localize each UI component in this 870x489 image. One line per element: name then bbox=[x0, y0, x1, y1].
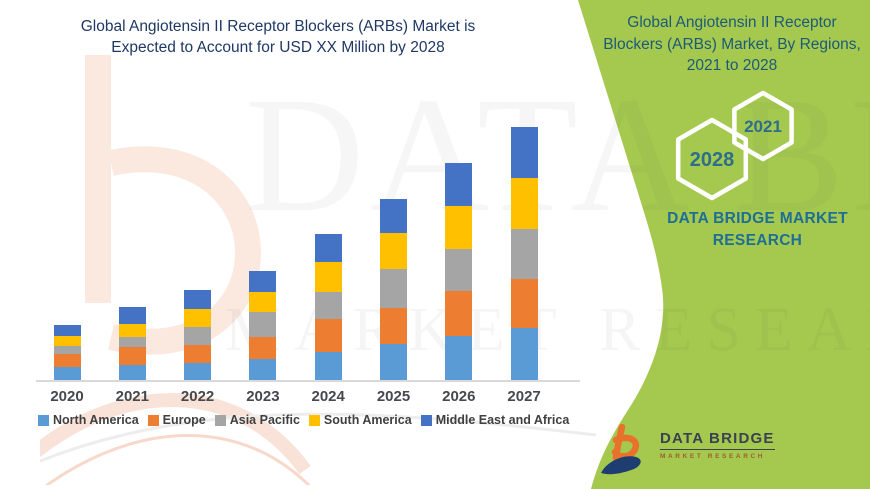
legend-item-europe: Europe bbox=[147, 413, 206, 427]
bar-segment-north-america bbox=[314, 352, 342, 380]
bar-segment-north-america bbox=[249, 359, 277, 380]
x-axis-labels: 2020 2021 2022 2023 2024 2025 2026 2027 bbox=[0, 388, 870, 408]
bar-segment-middle-east-and-africa bbox=[380, 199, 407, 233]
x-axis-label-2025: 2025 bbox=[376, 388, 411, 405]
legend-label: North America bbox=[53, 413, 139, 427]
bar-segment-south-america bbox=[380, 233, 407, 269]
bar-segment-asia-pacific bbox=[510, 229, 538, 279]
x-axis-label-2023: 2023 bbox=[246, 388, 280, 405]
x-axis-label-2020: 2020 bbox=[50, 388, 84, 405]
legend-label: Europe bbox=[162, 413, 206, 427]
bar-segment-europe bbox=[184, 345, 212, 363]
bar-segment-south-america bbox=[53, 336, 81, 346]
bar-segment-europe bbox=[53, 354, 81, 367]
bar-segment-asia-pacific bbox=[445, 249, 473, 291]
bar-segment-asia-pacific bbox=[314, 292, 342, 319]
bar-segment-south-america bbox=[118, 324, 146, 337]
bar-segment-south-america bbox=[510, 178, 538, 229]
bar-segment-middle-east-and-africa bbox=[510, 127, 538, 178]
legend-label: Asia Pacific bbox=[229, 413, 300, 427]
bar-segment-middle-east-and-africa bbox=[118, 307, 146, 324]
chart-title-line2: Expected to Account for USD XX Million b… bbox=[111, 39, 445, 56]
brand-text: DATA BRIDGE MARKET RESEARCH bbox=[640, 208, 870, 252]
bar-segment-north-america bbox=[445, 336, 473, 380]
bar-segment-south-america bbox=[184, 309, 212, 327]
bar-segment-asia-pacific bbox=[380, 269, 407, 308]
bar-segment-north-america bbox=[510, 328, 538, 380]
chart-title: Global Angiotensin II Receptor Blockers … bbox=[40, 16, 516, 58]
bar-segment-south-america bbox=[445, 206, 473, 249]
bar-segment-europe bbox=[510, 279, 538, 328]
x-axis-label-2021: 2021 bbox=[115, 388, 149, 405]
panel-title-line2: Blockers (ARBs) Market, By Regions, bbox=[603, 35, 861, 53]
bar-segment-asia-pacific bbox=[184, 327, 212, 345]
bar-group-2023 bbox=[249, 271, 277, 380]
bar-segment-north-america bbox=[380, 344, 407, 380]
bar-group-2022 bbox=[184, 290, 212, 380]
company-logo-name: DATA BRIDGE bbox=[660, 430, 775, 450]
panel-title: Global Angiotensin II Receptor Blockers … bbox=[598, 12, 866, 77]
bar-segment-asia-pacific bbox=[249, 312, 277, 337]
legend-item-asia-pacific: Asia Pacific bbox=[214, 413, 300, 427]
bar-segment-europe bbox=[249, 337, 277, 359]
legend-item-north-america: North America bbox=[38, 413, 139, 427]
x-axis-line bbox=[36, 380, 580, 382]
bar-segment-middle-east-and-africa bbox=[184, 290, 212, 309]
chart-title-line1: Global Angiotensin II Receptor Blockers … bbox=[80, 18, 476, 35]
bar-segment-south-america bbox=[249, 292, 277, 312]
bar-segment-asia-pacific bbox=[118, 337, 146, 347]
hexagon-2028-label: 2028 bbox=[690, 149, 735, 171]
bar-segment-south-america bbox=[314, 262, 342, 292]
bar-segment-north-america bbox=[184, 363, 212, 380]
x-axis-label-2027: 2027 bbox=[507, 388, 541, 405]
bar-segment-north-america bbox=[53, 367, 81, 380]
bar-group-2025 bbox=[380, 199, 407, 380]
bar-segment-europe bbox=[445, 291, 473, 336]
x-axis-label-2026: 2026 bbox=[442, 388, 476, 405]
bar-segment-europe bbox=[380, 308, 407, 344]
legend-swatch bbox=[308, 414, 320, 426]
legend-swatch bbox=[38, 414, 49, 426]
background-logo-watermark bbox=[40, 55, 597, 485]
plot-area bbox=[36, 98, 582, 380]
legend-swatch bbox=[147, 414, 159, 426]
bar-segment-middle-east-and-africa bbox=[249, 271, 277, 292]
legend-item-south-america: South America bbox=[308, 413, 412, 427]
company-logo: DATA BRIDGE MARKET RESEARCH bbox=[598, 424, 775, 478]
chart-legend: North America Europe Asia Pacific South Ame… bbox=[38, 413, 569, 427]
company-logo-icon bbox=[601, 424, 641, 475]
legend-item-middle-east-and-africa: Middle East and Africa bbox=[420, 413, 570, 427]
bar-group-2024 bbox=[314, 234, 342, 380]
panel-title-line3: 2021 to 2028 bbox=[686, 57, 778, 74]
bar-segment-asia-pacific bbox=[53, 346, 81, 354]
year-hexagons: 2028 2021 bbox=[675, 90, 794, 201]
bar-group-2027 bbox=[510, 127, 538, 380]
legend-label: South America bbox=[323, 413, 412, 427]
x-axis-label-2022: 2022 bbox=[180, 388, 215, 405]
brand-text-line1: DATA BRIDGE MARKET bbox=[667, 210, 848, 227]
company-logo-subtitle: MARKET RESEARCH bbox=[660, 453, 766, 460]
legend-swatch bbox=[214, 414, 226, 426]
bar-segment-middle-east-and-africa bbox=[53, 325, 81, 336]
bar-segment-europe bbox=[314, 319, 342, 352]
bar-group-2021 bbox=[118, 307, 146, 380]
bar-segment-middle-east-and-africa bbox=[314, 234, 342, 262]
panel-title-line1: Global Angiotensin II Receptor bbox=[627, 14, 837, 31]
bar-segment-middle-east-and-africa bbox=[445, 163, 473, 206]
x-axis-label-2024: 2024 bbox=[311, 388, 345, 405]
hexagon-2028 bbox=[675, 117, 749, 201]
bar-group-2026 bbox=[445, 163, 473, 380]
brand-text-line2: RESEARCH bbox=[712, 232, 803, 249]
bar-group-2020 bbox=[53, 325, 81, 380]
legend-swatch bbox=[420, 414, 432, 426]
bar-segment-europe bbox=[118, 347, 146, 365]
bar-segment-north-america bbox=[118, 365, 146, 380]
hexagon-2021 bbox=[732, 90, 794, 162]
hexagon-2021-label: 2021 bbox=[744, 117, 782, 136]
company-logo-text: DATA BRIDGE MARKET RESEARCH bbox=[660, 424, 775, 460]
legend-label: Middle East and Africa bbox=[435, 413, 570, 427]
